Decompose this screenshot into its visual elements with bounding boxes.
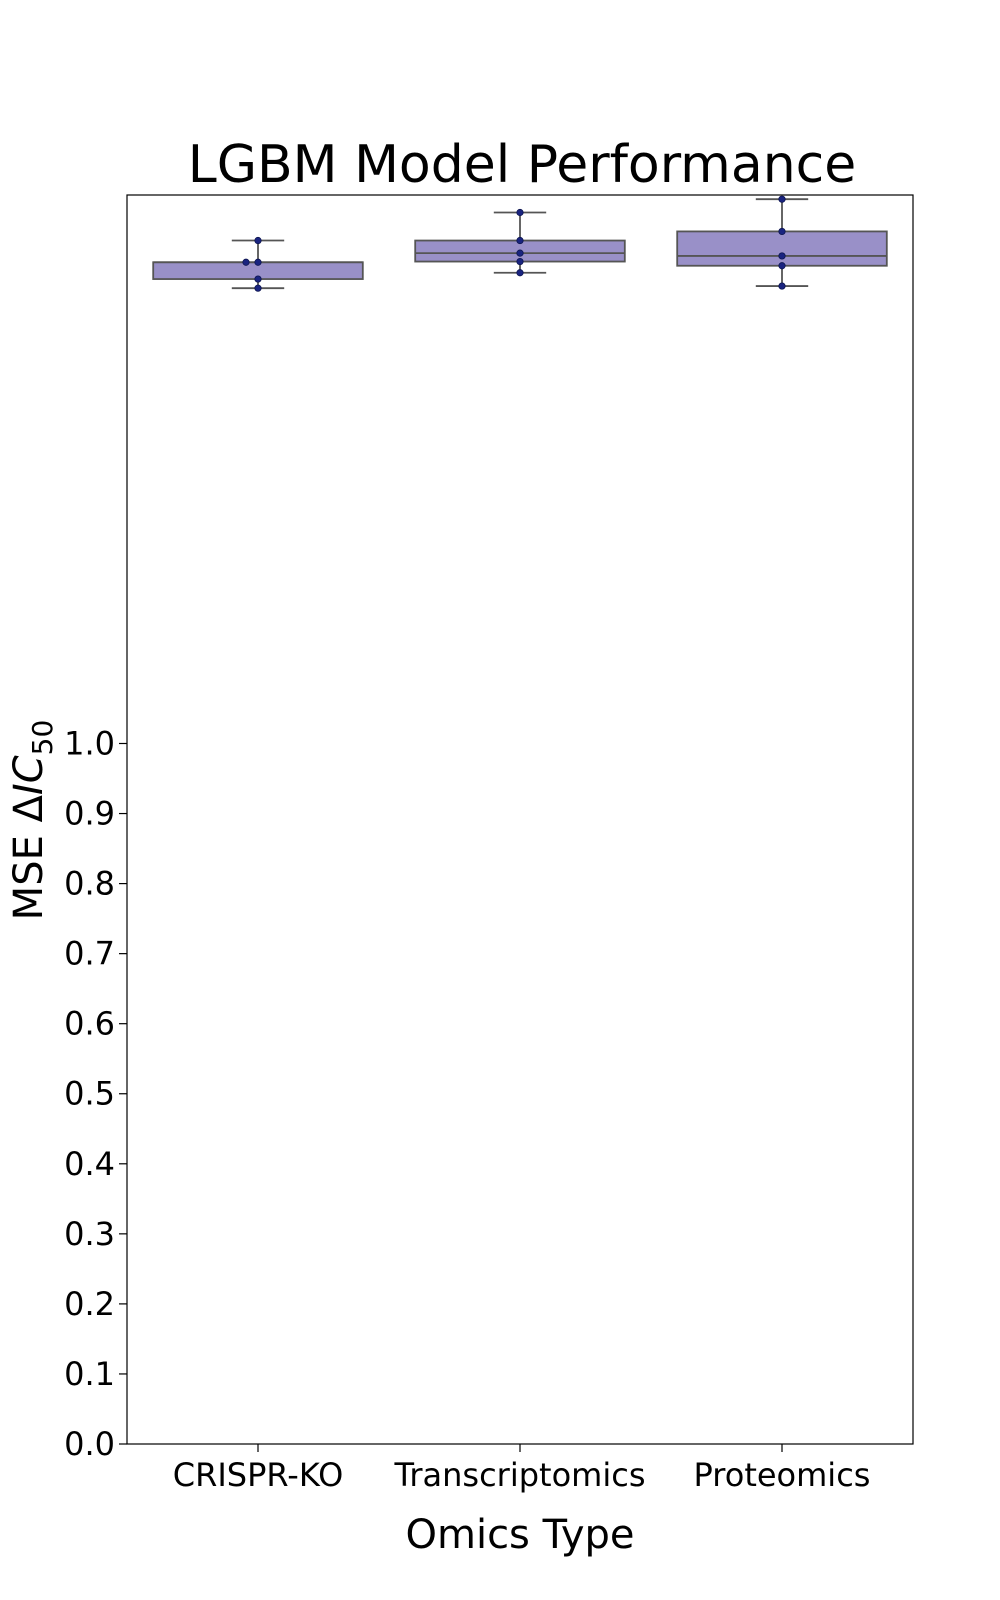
x-tick-label: CRISPR-KO [173, 1456, 344, 1494]
chart-title: LGBM Model Performance [188, 135, 857, 195]
y-tick-label: 0.1 [64, 1355, 115, 1393]
y-tick-label: 0.7 [64, 935, 115, 973]
y-tick-label: 0.3 [64, 1215, 115, 1253]
point [516, 257, 524, 266]
y-tick-label: 0.4 [64, 1145, 115, 1183]
y-label-part: MSE Δ [6, 794, 52, 920]
box [676, 230, 888, 267]
point [516, 208, 524, 217]
point [778, 227, 786, 236]
point [516, 249, 524, 257]
y-axis-label: MSE ΔIC50 [6, 720, 59, 921]
y-tick-label: 0.6 [64, 1005, 115, 1043]
point [242, 258, 250, 266]
y-tick-label: 0.0 [64, 1425, 115, 1463]
point [254, 275, 262, 283]
point [778, 282, 786, 290]
point [254, 258, 262, 266]
y-tick-label: 1.0 [64, 724, 115, 762]
y-tick-label: 0.9 [64, 795, 115, 833]
point [516, 236, 524, 245]
y-tick-label: 0.2 [64, 1285, 115, 1323]
point [778, 195, 786, 203]
point [254, 236, 262, 245]
point [254, 284, 262, 292]
x-tick-label: Transcriptomics [394, 1456, 646, 1494]
x-axis-label: Omics Type [406, 1512, 635, 1558]
point [778, 262, 786, 270]
y-label-var: IC [6, 755, 52, 795]
point [778, 252, 786, 260]
x-tick-label: Proteomics [694, 1456, 871, 1494]
y-tick-label: 0.8 [64, 865, 115, 903]
y-label-sub: 50 [26, 720, 59, 756]
y-tick-label: 0.5 [64, 1075, 115, 1113]
point [516, 269, 524, 277]
plot-frame [126, 194, 914, 1445]
